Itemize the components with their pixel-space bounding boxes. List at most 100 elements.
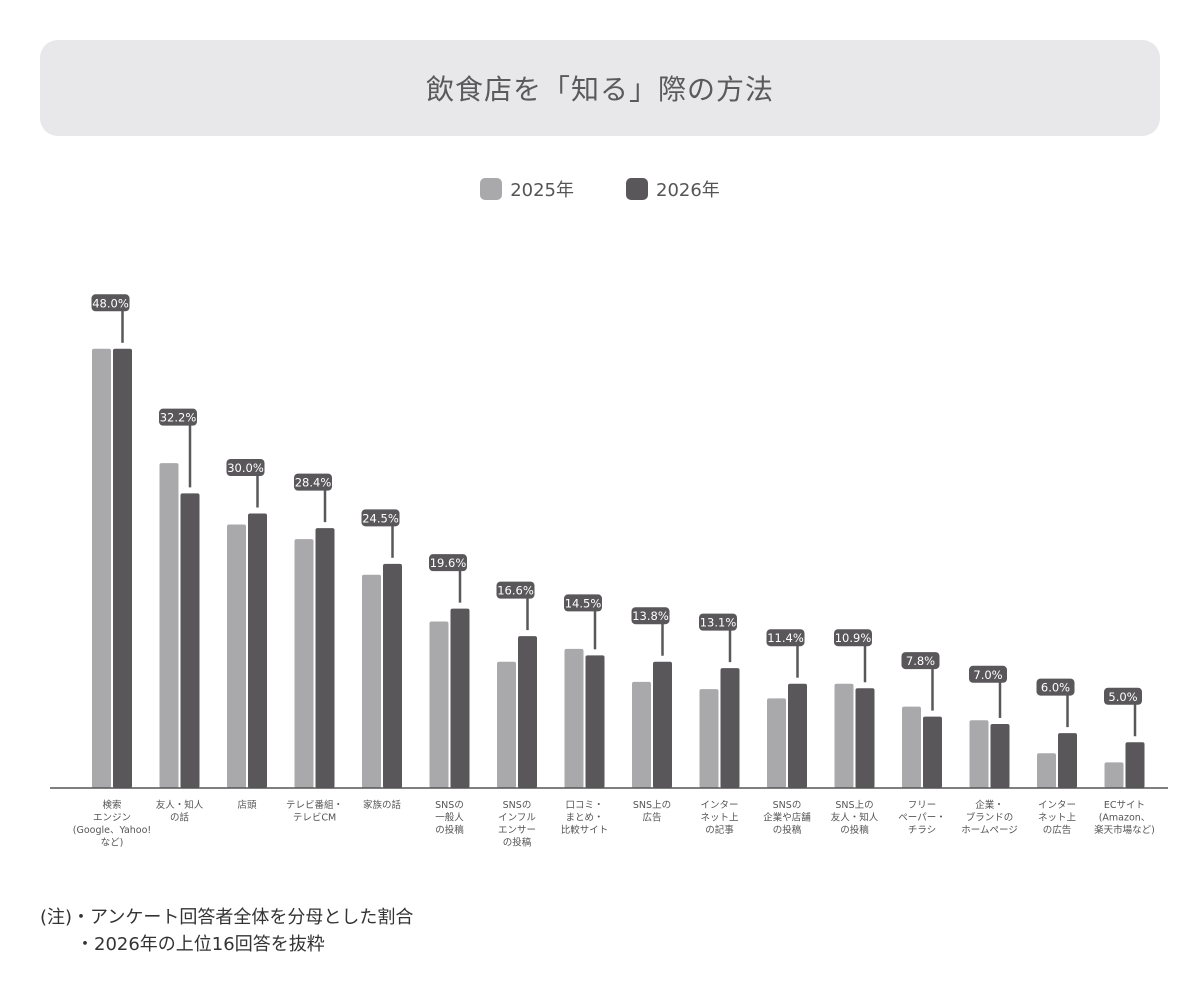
notes: (注)・アンケート回答者全体を分母とした割合 ・2026年の上位16回答を抜粋 — [40, 904, 413, 958]
data-label-box-15 — [1104, 687, 1142, 705]
data-label-13: 7.0% — [973, 668, 1002, 682]
bar-2025-2 — [227, 524, 246, 788]
category-label-8-line-0: SNS上の — [633, 800, 671, 811]
bar-2026-13 — [990, 723, 1010, 788]
category-label-10-line-2: の投稿 — [773, 824, 802, 836]
category-label-15-line-1: (Amazon、 — [1099, 813, 1151, 824]
note-line-1: (注)・アンケート回答者全体を分母とした割合 — [40, 907, 414, 928]
bar-2025-3 — [294, 539, 314, 788]
data-label-8: 13.8% — [632, 609, 669, 623]
category-label-1-line-1: の話 — [170, 812, 190, 824]
bar-chart: 48.0%検索エンジン(Google、Yahoo!など)32.2%友人・知人の話… — [50, 294, 1168, 849]
bar-2025-8 — [632, 681, 651, 788]
data-label-7: 14.5% — [565, 596, 602, 610]
category-label-11-line-2: の投稿 — [840, 824, 869, 836]
data-label-box-0 — [91, 294, 130, 312]
legend-swatch-2025 — [480, 178, 503, 200]
bar-2026-12 — [923, 716, 942, 788]
bar-2025-14 — [1037, 753, 1056, 788]
data-label-box-9 — [699, 613, 737, 631]
bar-2026-4 — [383, 563, 402, 788]
category-label-15-line-2: 楽天市場など) — [1094, 824, 1155, 836]
legend: 2025年 2026年 — [0, 176, 1200, 202]
category-label-14-line-2: の広告 — [1043, 824, 1072, 836]
data-label-2: 30.0% — [227, 461, 264, 475]
category-label-14-line-0: インター — [1038, 800, 1076, 811]
data-label-5: 19.6% — [430, 556, 467, 570]
legend-item-2025: 2025年 — [480, 176, 574, 202]
data-label-box-14 — [1036, 678, 1075, 696]
data-label-box-2 — [226, 459, 265, 476]
bar-2026-0 — [113, 348, 132, 788]
bar-2026-7 — [585, 655, 605, 788]
data-label-box-13 — [969, 665, 1007, 683]
category-label-2-line-0: 店頭 — [237, 799, 257, 811]
category-label-0-line-0: 検索 — [102, 799, 121, 811]
data-label-6: 16.6% — [497, 584, 534, 598]
bar-2025-0 — [92, 348, 111, 788]
data-label-10: 11.4% — [767, 631, 804, 645]
category-label-11-line-0: SNS上の — [835, 800, 873, 811]
data-label-box-3 — [294, 473, 332, 491]
data-label-box-8 — [631, 607, 670, 625]
data-label-9: 13.1% — [700, 616, 737, 630]
category-label-6-line-2: エンサー — [498, 825, 536, 836]
bar-2025-5 — [429, 621, 449, 788]
data-label-box-1 — [159, 408, 197, 426]
category-label-5-line-1: 一般人 — [435, 812, 464, 824]
data-label-box-4 — [361, 509, 400, 527]
bar-2026-8 — [653, 661, 672, 788]
category-label-4-line-0: 家族の話 — [363, 799, 402, 811]
bar-2025-6 — [497, 661, 516, 788]
category-label-5-line-0: SNSの — [435, 800, 464, 811]
data-label-box-5 — [429, 554, 467, 572]
chart-title: 飲食店を「知る」際の方法 — [425, 73, 774, 106]
category-label-9-line-0: インター — [700, 800, 738, 811]
data-label-11: 10.9% — [835, 631, 872, 645]
category-label-6-line-0: SNSの — [503, 800, 532, 811]
bar-2026-6 — [518, 636, 537, 788]
category-label-0-line-3: など) — [101, 838, 124, 849]
bar-2025-15 — [1104, 762, 1124, 788]
category-label-0-line-2: (Google、Yahoo! — [73, 825, 151, 836]
legend-item-2026: 2026年 — [626, 176, 720, 202]
data-label-15: 5.0% — [1108, 690, 1137, 704]
data-label-box-7 — [564, 594, 602, 612]
bar-2025-12 — [902, 706, 921, 788]
bar-2025-4 — [362, 574, 381, 788]
category-label-6-line-1: インフル — [498, 813, 536, 824]
category-label-0-line-1: エンジン — [93, 813, 131, 824]
category-label-12-line-0: フリー — [908, 800, 937, 811]
data-label-3: 28.4% — [295, 476, 332, 490]
bar-2026-9 — [720, 668, 740, 788]
data-label-12: 7.8% — [906, 654, 935, 668]
bar-2026-10 — [788, 683, 807, 788]
category-label-7-line-2: 比較サイト — [561, 824, 609, 836]
bar-2025-9 — [699, 689, 719, 788]
bar-2026-3 — [315, 528, 335, 788]
legend-label-2025: 2025年 — [510, 180, 574, 201]
category-label-7-line-1: まとめ・ — [565, 813, 603, 824]
category-label-10-line-0: SNSの — [773, 800, 802, 811]
bar-2026-5 — [450, 608, 470, 788]
category-label-5-line-2: の投稿 — [435, 824, 464, 836]
bar-2025-7 — [564, 648, 584, 788]
title-banner: 飲食店を「知る」際の方法 — [40, 40, 1160, 136]
category-label-13-line-2: ホームページ — [961, 825, 1018, 836]
bar-2026-11 — [855, 688, 875, 788]
bar-2026-14 — [1058, 733, 1077, 788]
data-label-1: 32.2% — [160, 411, 197, 425]
category-label-9-line-1: ネット上 — [700, 813, 739, 824]
category-label-6-line-3: の投稿 — [503, 837, 532, 849]
data-label-box-6 — [496, 581, 535, 599]
category-label-1-line-0: 友人・知人 — [156, 799, 204, 811]
category-label-8-line-1: 広告 — [642, 812, 661, 824]
category-label-3-line-1: テレビCM — [293, 813, 336, 824]
note-line-2: ・2026年の上位16回答を抜粋 — [76, 934, 325, 955]
category-label-13-line-0: 企業・ — [975, 799, 1004, 811]
category-label-15-line-0: ECサイト — [1104, 800, 1145, 811]
category-label-3-line-0: テレビ番組・ — [286, 799, 343, 811]
bar-2026-15 — [1125, 742, 1145, 788]
legend-swatch-2026 — [626, 178, 648, 200]
category-label-13-line-1: ブランドの — [966, 812, 1014, 824]
